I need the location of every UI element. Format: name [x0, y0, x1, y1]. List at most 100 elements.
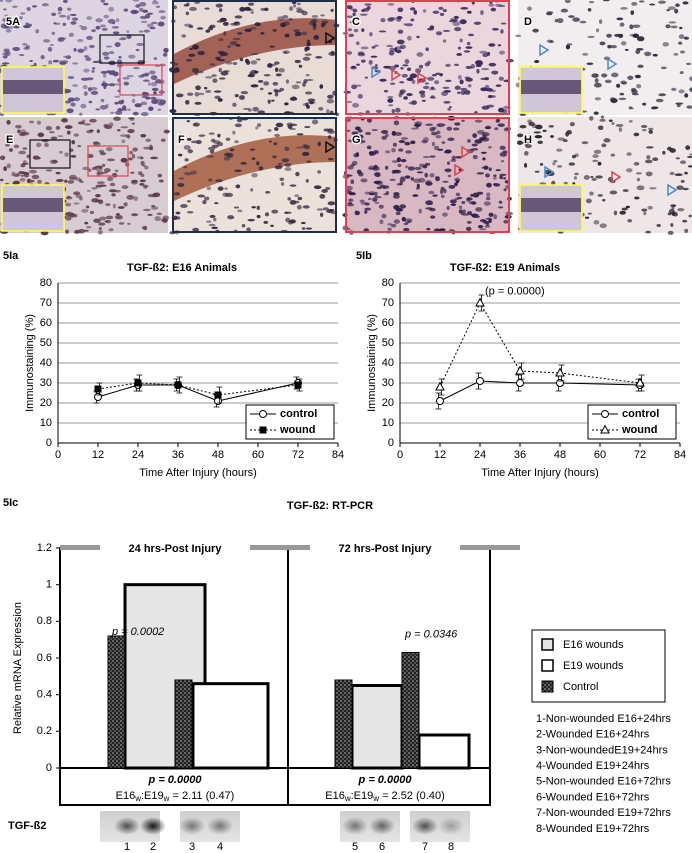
cell-nucleus	[101, 163, 106, 167]
cell-nucleus	[86, 130, 93, 134]
cell-nucleus	[158, 9, 166, 14]
cell-nucleus	[619, 22, 625, 27]
cell-nucleus	[385, 150, 391, 154]
cell-nucleus	[203, 196, 210, 201]
cell-nucleus	[422, 9, 427, 13]
cell-nucleus	[297, 196, 303, 201]
cell-nucleus	[284, 211, 289, 214]
cell-nucleus	[131, 213, 139, 217]
cell-nucleus	[632, 33, 640, 38]
cell-nucleus	[197, 194, 206, 198]
cell-nucleus	[539, 163, 544, 166]
cell-nucleus	[22, 162, 29, 165]
cell-nucleus	[474, 119, 483, 123]
cell-nucleus	[640, 124, 648, 128]
cell-nucleus	[674, 8, 679, 14]
cell-nucleus	[120, 157, 128, 163]
cell-nucleus	[443, 39, 447, 43]
cell-nucleus	[211, 74, 217, 77]
cell-nucleus	[134, 103, 143, 108]
cell-nucleus	[668, 208, 675, 214]
cell-nucleus	[393, 120, 400, 126]
cell-nucleus	[321, 189, 328, 193]
cell-nucleus	[421, 99, 426, 102]
cell-nucleus	[393, 219, 400, 224]
cell-nucleus	[208, 178, 213, 182]
cell-nucleus	[537, 140, 543, 145]
cell-nucleus	[392, 169, 401, 174]
cell-nucleus	[111, 193, 116, 197]
cell-nucleus	[359, 13, 368, 16]
cell-nucleus	[499, 175, 503, 180]
cell-nucleus	[64, 179, 68, 183]
cell-nucleus	[447, 137, 455, 142]
cell-nucleus	[628, 120, 633, 123]
cell-nucleus	[57, 135, 64, 138]
cell-nucleus	[374, 44, 379, 47]
cell-nucleus	[188, 25, 194, 28]
y-tick-label: 1.2	[37, 542, 52, 554]
cell-nucleus	[99, 184, 107, 187]
cell-nucleus	[594, 78, 599, 84]
ratio-part: = 2.52 (0.40)	[379, 790, 445, 802]
cell-nucleus	[214, 202, 219, 205]
cell-nucleus	[369, 32, 373, 37]
cell-nucleus	[91, 29, 96, 33]
legend	[531, 629, 666, 703]
cell-nucleus	[263, 73, 271, 77]
cell-nucleus	[669, 148, 676, 153]
cell-nucleus	[686, 105, 692, 109]
cell-nucleus	[118, 38, 126, 41]
cell-nucleus	[83, 123, 92, 126]
cell-nucleus	[274, 91, 279, 97]
cell-nucleus	[688, 165, 692, 168]
cell-nucleus	[82, 84, 88, 90]
cell-nucleus	[431, 131, 438, 136]
cell-nucleus	[306, 39, 311, 43]
cell-nucleus	[620, 41, 627, 46]
cell-nucleus	[430, 95, 435, 99]
cell-nucleus	[59, 61, 67, 65]
panel-label: C	[352, 16, 360, 28]
cell-nucleus	[393, 192, 400, 196]
cell-nucleus	[484, 126, 492, 130]
cell-nucleus	[388, 104, 394, 107]
cell-nucleus	[426, 227, 431, 231]
cell-nucleus	[65, 55, 72, 60]
cell-nucleus	[420, 93, 426, 98]
cell-nucleus	[610, 98, 618, 104]
cell-nucleus	[597, 194, 603, 197]
cell-nucleus	[615, 123, 624, 127]
cell-nucleus	[218, 8, 223, 12]
cell-nucleus	[424, 162, 431, 166]
cell-nucleus	[593, 220, 600, 225]
cell-nucleus	[675, 102, 684, 105]
cell-nucleus	[378, 204, 384, 209]
cell-nucleus	[405, 150, 412, 154]
cell-nucleus	[405, 23, 413, 27]
cell-nucleus	[275, 122, 284, 128]
cell-nucleus	[301, 151, 310, 156]
cell-nucleus	[447, 107, 451, 111]
cell-nucleus	[381, 130, 389, 134]
cell-nucleus	[205, 76, 213, 79]
cell-nucleus	[251, 52, 259, 56]
cell-nucleus	[491, 27, 499, 31]
gel-band	[438, 817, 464, 835]
cell-nucleus	[186, 200, 192, 203]
cell-nucleus	[499, 50, 506, 55]
cell-nucleus	[147, 82, 151, 86]
arrowhead	[454, 163, 465, 177]
cell-nucleus	[21, 131, 30, 136]
cell-nucleus	[296, 9, 304, 14]
cell-nucleus	[689, 76, 692, 82]
cell-nucleus	[203, 86, 208, 90]
cell-nucleus	[488, 62, 497, 67]
cell-nucleus	[263, 220, 269, 224]
cell-nucleus	[601, 73, 608, 78]
cell-nucleus	[132, 0, 140, 2]
cell-nucleus	[95, 108, 100, 111]
cell-nucleus	[151, 87, 159, 92]
cell-nucleus	[4, 19, 11, 24]
cell-nucleus	[209, 63, 216, 66]
